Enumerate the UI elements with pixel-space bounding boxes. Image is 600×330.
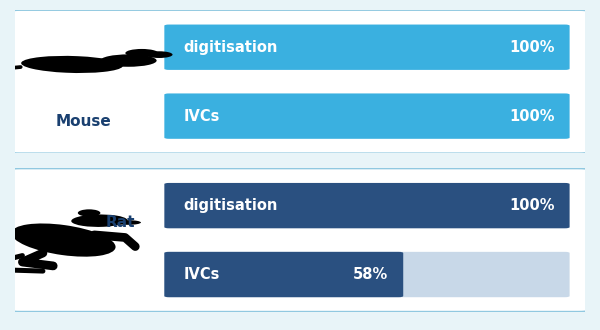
Text: IVCs: IVCs — [183, 267, 220, 282]
FancyBboxPatch shape — [164, 24, 569, 70]
Circle shape — [125, 49, 158, 57]
Ellipse shape — [115, 220, 141, 225]
Text: Rat: Rat — [106, 215, 135, 230]
Text: 100%: 100% — [509, 109, 555, 124]
FancyBboxPatch shape — [164, 183, 569, 228]
FancyBboxPatch shape — [164, 252, 403, 297]
Ellipse shape — [100, 54, 157, 67]
FancyBboxPatch shape — [4, 168, 595, 312]
Text: IVCs: IVCs — [183, 109, 220, 124]
FancyBboxPatch shape — [164, 252, 569, 297]
Ellipse shape — [71, 214, 127, 227]
Circle shape — [146, 51, 173, 58]
FancyBboxPatch shape — [164, 93, 569, 139]
Text: digitisation: digitisation — [183, 198, 278, 213]
Ellipse shape — [78, 209, 100, 216]
Text: 100%: 100% — [509, 40, 555, 55]
Ellipse shape — [11, 223, 116, 257]
Text: Mouse: Mouse — [56, 115, 111, 129]
Text: digitisation: digitisation — [183, 40, 278, 55]
Text: 100%: 100% — [509, 198, 555, 213]
Ellipse shape — [21, 56, 123, 73]
FancyBboxPatch shape — [4, 10, 595, 153]
Text: 58%: 58% — [353, 267, 388, 282]
